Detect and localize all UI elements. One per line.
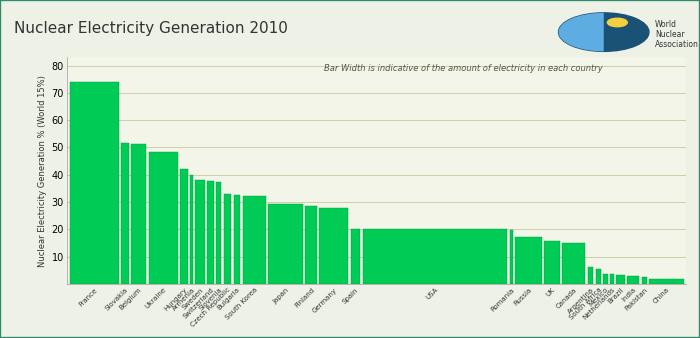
Bar (243, 196, 266, 284)
Bar (71, 82, 119, 284)
Text: Bar Width is indicative of the amount of electricity in each country: Bar Width is indicative of the amount of… (323, 64, 602, 73)
Bar (616, 275, 624, 284)
Wedge shape (559, 13, 603, 51)
Bar (131, 145, 146, 284)
Bar (207, 180, 214, 284)
Bar (596, 269, 601, 284)
Text: World: World (655, 20, 677, 29)
Circle shape (559, 13, 649, 51)
Bar (268, 204, 303, 284)
Bar (562, 243, 585, 284)
Circle shape (608, 18, 627, 27)
Bar (121, 143, 129, 284)
Bar (305, 207, 317, 284)
Bar (603, 274, 608, 284)
Bar (515, 237, 542, 284)
Y-axis label: Nuclear Electricity Generation % (World 15%): Nuclear Electricity Generation % (World … (38, 75, 47, 267)
Bar (363, 230, 508, 284)
Bar (610, 274, 613, 284)
Bar (642, 276, 647, 284)
Text: Nuclear: Nuclear (655, 30, 685, 39)
Bar (627, 276, 639, 284)
Bar (195, 180, 205, 284)
Bar (587, 267, 594, 284)
Bar (351, 229, 360, 284)
Text: Association: Association (655, 40, 699, 49)
Bar (216, 182, 221, 284)
Bar (510, 230, 512, 284)
Bar (545, 241, 560, 284)
Text: Nuclear Electricity Generation 2010: Nuclear Electricity Generation 2010 (15, 21, 288, 36)
Bar (190, 175, 193, 284)
Bar (319, 208, 348, 284)
Bar (234, 195, 240, 284)
Bar (149, 152, 178, 284)
Bar (649, 279, 684, 284)
Bar (223, 194, 231, 284)
Bar (180, 169, 188, 284)
